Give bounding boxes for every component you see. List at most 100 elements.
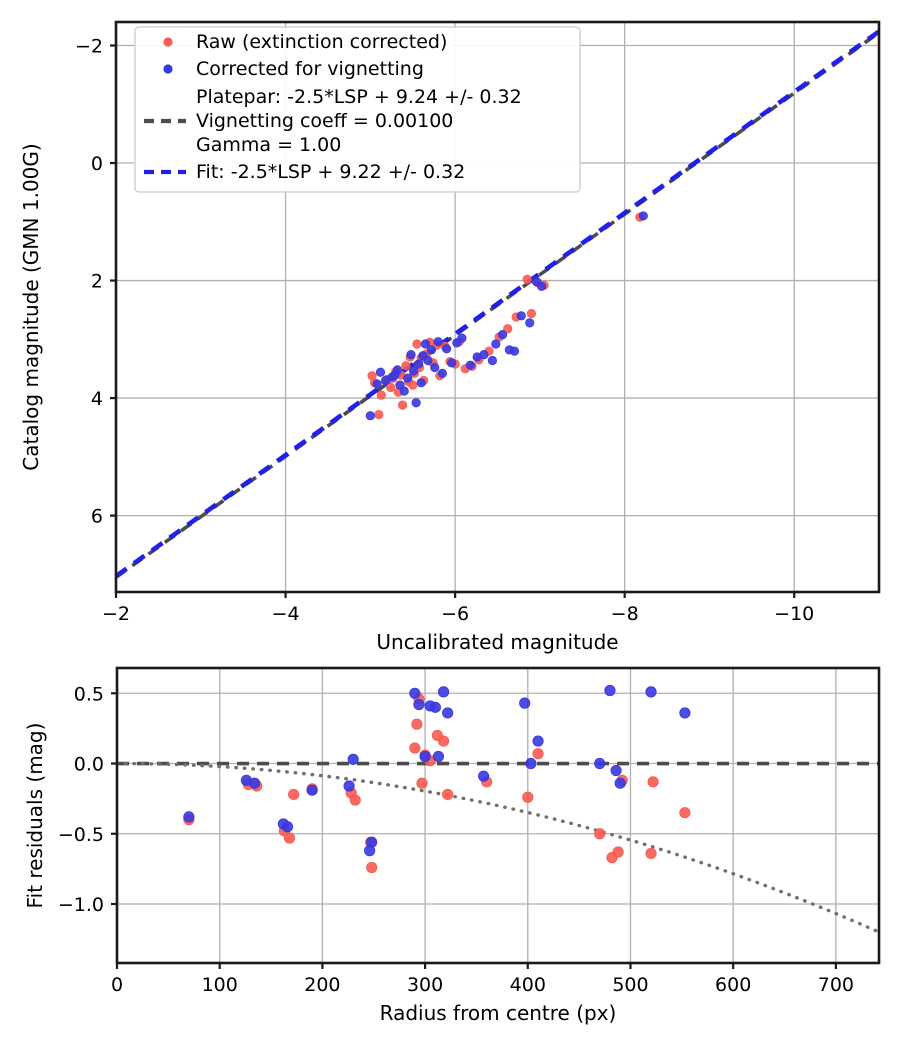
y-tick-label: −2 <box>75 36 103 58</box>
data-point <box>403 373 413 383</box>
data-point <box>420 339 431 349</box>
legend: Raw (extinction corrected) Corrected for … <box>134 26 581 193</box>
legend-entry-vignetting-coeff[interactable]: Vignetting coeff = 0.00100 <box>144 110 453 132</box>
data-point <box>376 390 386 400</box>
data-point <box>525 757 537 770</box>
data-point <box>343 780 355 792</box>
y-tick-label: 0 <box>91 153 103 175</box>
data-point <box>430 362 440 373</box>
legend-marker-dot <box>163 37 173 47</box>
data-point <box>457 333 467 343</box>
x-axis-title: Uncalibrated magnitude <box>376 630 618 654</box>
data-point <box>366 861 378 874</box>
y-tick-label: 6 <box>91 506 103 528</box>
series-corrected <box>365 211 648 421</box>
data-point <box>645 686 657 698</box>
y-tick-label: 2 <box>91 271 103 293</box>
data-point <box>375 367 386 377</box>
x-tick-label: 500 <box>612 974 648 996</box>
data-point <box>526 308 537 319</box>
data-point <box>419 750 431 763</box>
data-point <box>594 757 606 770</box>
axis-ticks: 0 100 200 300 400 500 600 700 0.5 0.0 −0.5 −1.0 <box>58 683 854 996</box>
legend-entry-gamma[interactable]: Gamma = 1.00 <box>196 134 341 156</box>
data-point <box>437 368 447 378</box>
axes-frame <box>114 20 881 594</box>
data-point <box>411 398 421 408</box>
plot-lines <box>114 29 881 579</box>
y-tick-label: 0.0 <box>74 754 104 776</box>
data-point <box>408 380 418 390</box>
legend-entry-corrected[interactable]: Corrected for vignetting <box>163 58 424 80</box>
data-point <box>536 281 547 292</box>
x-tick-label: 600 <box>715 974 751 996</box>
legend-entry-platepar[interactable]: Platepar: -2.5*LSP + 9.24 +/- 0.32 <box>196 86 522 108</box>
x-tick-label: −10 <box>774 603 814 625</box>
scatter-points <box>183 684 691 874</box>
data-point <box>509 346 520 356</box>
data-point <box>249 777 261 789</box>
axis-ticks: −2 −4 −6 −8 −10 −2 0 2 4 6 <box>75 36 814 625</box>
legend-label: Fit: -2.5*LSP + 9.22 +/- 0.32 <box>196 161 465 183</box>
data-point <box>478 770 490 782</box>
axes-spine <box>115 666 881 965</box>
data-point <box>497 330 508 340</box>
data-point <box>347 753 359 765</box>
y-axis-title: Catalog magnitude (GMN 1.00G) <box>19 143 43 470</box>
data-point <box>433 337 443 347</box>
data-point <box>638 211 648 221</box>
data-point <box>412 339 422 349</box>
legend-label: Raw (extinction corrected) <box>196 31 447 53</box>
data-point <box>374 409 384 420</box>
series-raw <box>367 212 645 420</box>
data-point <box>645 847 657 860</box>
data-point <box>522 274 532 284</box>
data-point <box>392 365 403 375</box>
data-point <box>409 687 421 699</box>
data-point <box>372 379 382 389</box>
data-point <box>432 750 445 763</box>
x-tick-label: 100 <box>202 974 238 996</box>
data-point <box>647 776 659 788</box>
legend-entry-raw[interactable]: Raw (extinction corrected) <box>163 31 448 53</box>
x-tick-label: −2 <box>102 603 130 625</box>
data-point <box>408 366 419 376</box>
legend-label: Vignetting coeff = 0.00100 <box>196 110 453 132</box>
data-point <box>604 684 616 697</box>
data-point <box>366 836 378 848</box>
y-axis-title: Fit residuals (mag) <box>23 723 47 909</box>
x-tick-label: 400 <box>510 974 546 996</box>
data-point <box>426 345 436 355</box>
data-point <box>399 386 409 396</box>
data-point <box>416 777 428 789</box>
data-point <box>465 360 475 370</box>
data-point <box>423 355 433 366</box>
legend-background <box>134 26 581 193</box>
data-point <box>349 794 361 806</box>
data-point <box>522 791 534 803</box>
data-point <box>397 400 408 410</box>
plot-lines <box>115 761 881 934</box>
legend-label: Gamma = 1.00 <box>196 134 341 156</box>
data-point <box>532 735 544 747</box>
data-point <box>401 361 411 371</box>
data-point <box>610 764 622 777</box>
data-point <box>406 349 416 360</box>
data-point <box>594 828 606 840</box>
data-point <box>416 378 426 388</box>
legend-entry-fit[interactable]: Fit: -2.5*LSP + 9.22 +/- 0.32 <box>144 161 465 183</box>
x-tick-label: −6 <box>441 603 469 625</box>
data-point <box>614 777 626 789</box>
series-corrected <box>183 684 691 857</box>
y-tick-label: −0.5 <box>58 824 104 846</box>
data-point <box>491 339 501 349</box>
data-point <box>479 349 489 360</box>
data-point <box>442 707 454 719</box>
data-point <box>612 846 624 858</box>
y-tick-label: 0.5 <box>74 683 104 705</box>
data-point <box>306 784 318 796</box>
axes-frame <box>115 666 881 965</box>
data-point <box>283 832 296 844</box>
